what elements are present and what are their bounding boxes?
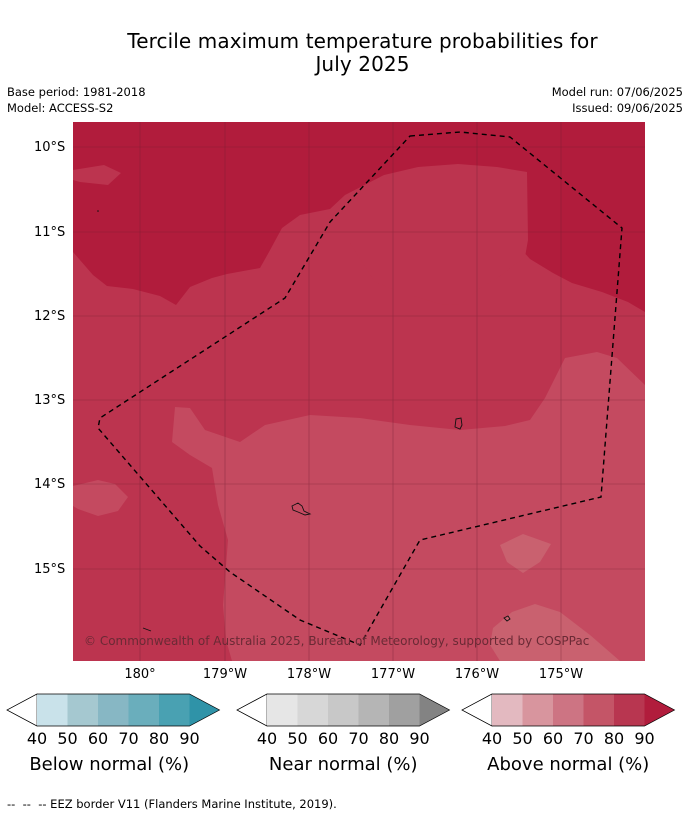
colorbar-segment bbox=[297, 694, 328, 726]
lat-label: 11°S bbox=[34, 225, 65, 240]
colorbar-title: Below normal (%) bbox=[29, 754, 189, 775]
colorbar-tick-label: 80 bbox=[379, 729, 399, 748]
colorbar-tick-label: 90 bbox=[409, 729, 429, 748]
colorbar-tick-label: 40 bbox=[482, 729, 502, 748]
meta-right: Model run: 07/06/2025 Issued: 09/06/2025 bbox=[552, 84, 683, 116]
lon-label: 178°W bbox=[287, 667, 331, 682]
title-line-1: Tercile maximum temperature probabilitie… bbox=[127, 29, 598, 53]
title-line-2: July 2025 bbox=[315, 52, 410, 76]
meta-left: Base period: 1981-2018 Model: ACCESS-S2 bbox=[7, 84, 146, 116]
chart-title: Tercile maximum temperature probabilitie… bbox=[0, 30, 690, 76]
footer-note: -- -- -- EEZ border V11 (Flanders Marine… bbox=[7, 797, 337, 811]
colorbar-tick-label: 90 bbox=[634, 729, 654, 748]
colorbar-tick-label: 90 bbox=[179, 729, 199, 748]
colorbar-tick-label: 70 bbox=[348, 729, 368, 748]
colorbar-max-arrow bbox=[644, 694, 675, 726]
colorbars: 40 50 60 70 80 90 Below normal (%) 40 50 60 70 80 90… bbox=[6, 693, 676, 775]
colorbar-below: 40 50 60 70 80 90 Below normal (%) bbox=[6, 693, 221, 775]
eez-border bbox=[97, 131, 623, 646]
lat-label: 12°S bbox=[34, 309, 65, 324]
island-small-left bbox=[142, 627, 152, 632]
colorbar-near: 40 50 60 70 80 90 Near normal (%) bbox=[236, 693, 451, 775]
lat-label: 14°S bbox=[34, 477, 65, 492]
field-80-topleft bbox=[73, 165, 121, 185]
colorbar-outline bbox=[6, 693, 221, 727]
colorbar-tick-label: 70 bbox=[573, 729, 593, 748]
lon-label: 180° bbox=[124, 667, 155, 682]
graticule bbox=[73, 122, 645, 661]
colorbar-above: 40 50 60 70 80 90 Above normal (%) bbox=[461, 693, 676, 775]
colorbar-outline bbox=[461, 693, 676, 727]
colorbar-segment bbox=[492, 694, 523, 726]
colorbar-tick-label: 70 bbox=[118, 729, 138, 748]
colorbar-segment bbox=[37, 694, 68, 726]
field-80-pocket bbox=[330, 164, 528, 305]
colorbar-tick-label: 40 bbox=[27, 729, 47, 748]
lat-label: 10°S bbox=[34, 140, 65, 155]
colorbar-tick-label: 50 bbox=[512, 729, 532, 748]
colorbar-outline bbox=[236, 693, 451, 727]
issued-date: Issued: 09/06/2025 bbox=[572, 101, 683, 115]
colorbar-tick-label: 50 bbox=[57, 729, 77, 748]
colorbar-segment bbox=[328, 694, 359, 726]
colorbar-segment bbox=[553, 694, 584, 726]
lat-label: 15°S bbox=[34, 562, 65, 577]
map-fields: © Commonwealth of Australia 2025, Bureau… bbox=[73, 122, 645, 661]
colorbar-segment bbox=[128, 694, 159, 726]
lon-label: 177°W bbox=[371, 667, 415, 682]
colorbar-segment bbox=[159, 694, 190, 726]
island-small-right bbox=[503, 615, 511, 622]
colorbar-tick-label: 40 bbox=[257, 729, 277, 748]
colorbar-tick-label: 60 bbox=[318, 729, 338, 748]
colorbar-max-arrow bbox=[419, 694, 450, 726]
lon-label: 179°W bbox=[203, 667, 247, 682]
model-run: Model run: 07/06/2025 bbox=[551, 85, 683, 99]
island-futuna bbox=[291, 502, 312, 516]
colorbar-tick-label: 50 bbox=[287, 729, 307, 748]
colorbar-tick-label: 80 bbox=[149, 729, 169, 748]
colorbar-segment bbox=[358, 694, 389, 726]
colorbar-tick-label: 60 bbox=[88, 729, 108, 748]
lat-label: 13°S bbox=[34, 393, 65, 408]
colorbar-title: Above normal (%) bbox=[487, 754, 649, 775]
colorbar-min-arrow bbox=[461, 693, 493, 727]
island-dot bbox=[97, 210, 99, 212]
colorbar-segment bbox=[583, 694, 614, 726]
colorbar-segment bbox=[67, 694, 98, 726]
field-70 bbox=[172, 352, 645, 661]
copyright-text: © Commonwealth of Australia 2025, Bureau… bbox=[84, 634, 589, 648]
colorbar-segment bbox=[389, 694, 420, 726]
axis-labels: 10°S 11°S 12°S 13°S 14°S 15°S 180° 179°W… bbox=[34, 140, 583, 682]
field-70-left bbox=[73, 480, 128, 516]
colorbar-segment bbox=[614, 694, 645, 726]
colorbar-segment bbox=[98, 694, 129, 726]
colorbar-min-arrow bbox=[236, 693, 268, 727]
colorbar-title: Near normal (%) bbox=[269, 754, 418, 775]
island-wallis bbox=[454, 417, 463, 430]
lon-label: 176°W bbox=[455, 667, 499, 682]
colorbar-segment bbox=[522, 694, 553, 726]
colorbar-min-arrow bbox=[6, 693, 38, 727]
colorbar-tick-label: 60 bbox=[543, 729, 563, 748]
model-name: Model: ACCESS-S2 bbox=[7, 101, 114, 115]
base-period: Base period: 1981-2018 bbox=[7, 85, 146, 99]
colorbar-max-arrow bbox=[189, 694, 220, 726]
colorbar-segment bbox=[267, 694, 298, 726]
colorbar-tick-label: 80 bbox=[604, 729, 624, 748]
field-60-a bbox=[500, 534, 551, 573]
field-60-b bbox=[490, 604, 620, 661]
lon-label: 175°W bbox=[539, 667, 583, 682]
